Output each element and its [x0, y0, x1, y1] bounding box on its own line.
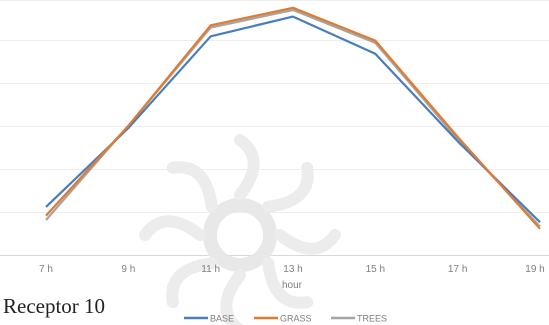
chart-caption: Receptor 10	[3, 294, 106, 318]
x-tick-label: 19 h	[525, 264, 544, 275]
watermark-petal	[274, 229, 341, 255]
x-tick-label: 9 h	[121, 264, 135, 275]
gridlines	[0, 0, 549, 256]
legend: BASE GRASS TREES	[184, 314, 387, 324]
x-tick-label: 7 h	[39, 264, 53, 275]
watermark-petal	[166, 257, 218, 309]
x-tick-label: 17 h	[448, 264, 467, 275]
x-axis-label: hour	[282, 280, 303, 291]
watermark-logo	[139, 134, 341, 325]
series-line-base	[45, 15, 541, 223]
x-tick-labels: 7 h 9 h 11 h 13 h 15 h 17 h 19 h	[39, 264, 545, 275]
legend-label-base: BASE	[210, 314, 234, 324]
watermark-petal	[139, 215, 206, 241]
x-tick-label: 15 h	[366, 264, 385, 275]
series-line-grass	[45, 6, 541, 230]
series-lines	[45, 6, 541, 230]
watermark-petal	[262, 161, 314, 213]
watermark-petal	[262, 257, 314, 309]
watermark-petal	[220, 269, 246, 325]
legend-label-trees: TREES	[357, 314, 387, 324]
legend-label-grass: GRASS	[280, 314, 312, 324]
x-tick-label: 13 h	[283, 264, 302, 275]
watermark-ring	[203, 198, 277, 272]
x-tick-label: 11 h	[201, 264, 220, 275]
watermark-petal	[166, 161, 218, 213]
watermark-petal	[234, 134, 260, 201]
